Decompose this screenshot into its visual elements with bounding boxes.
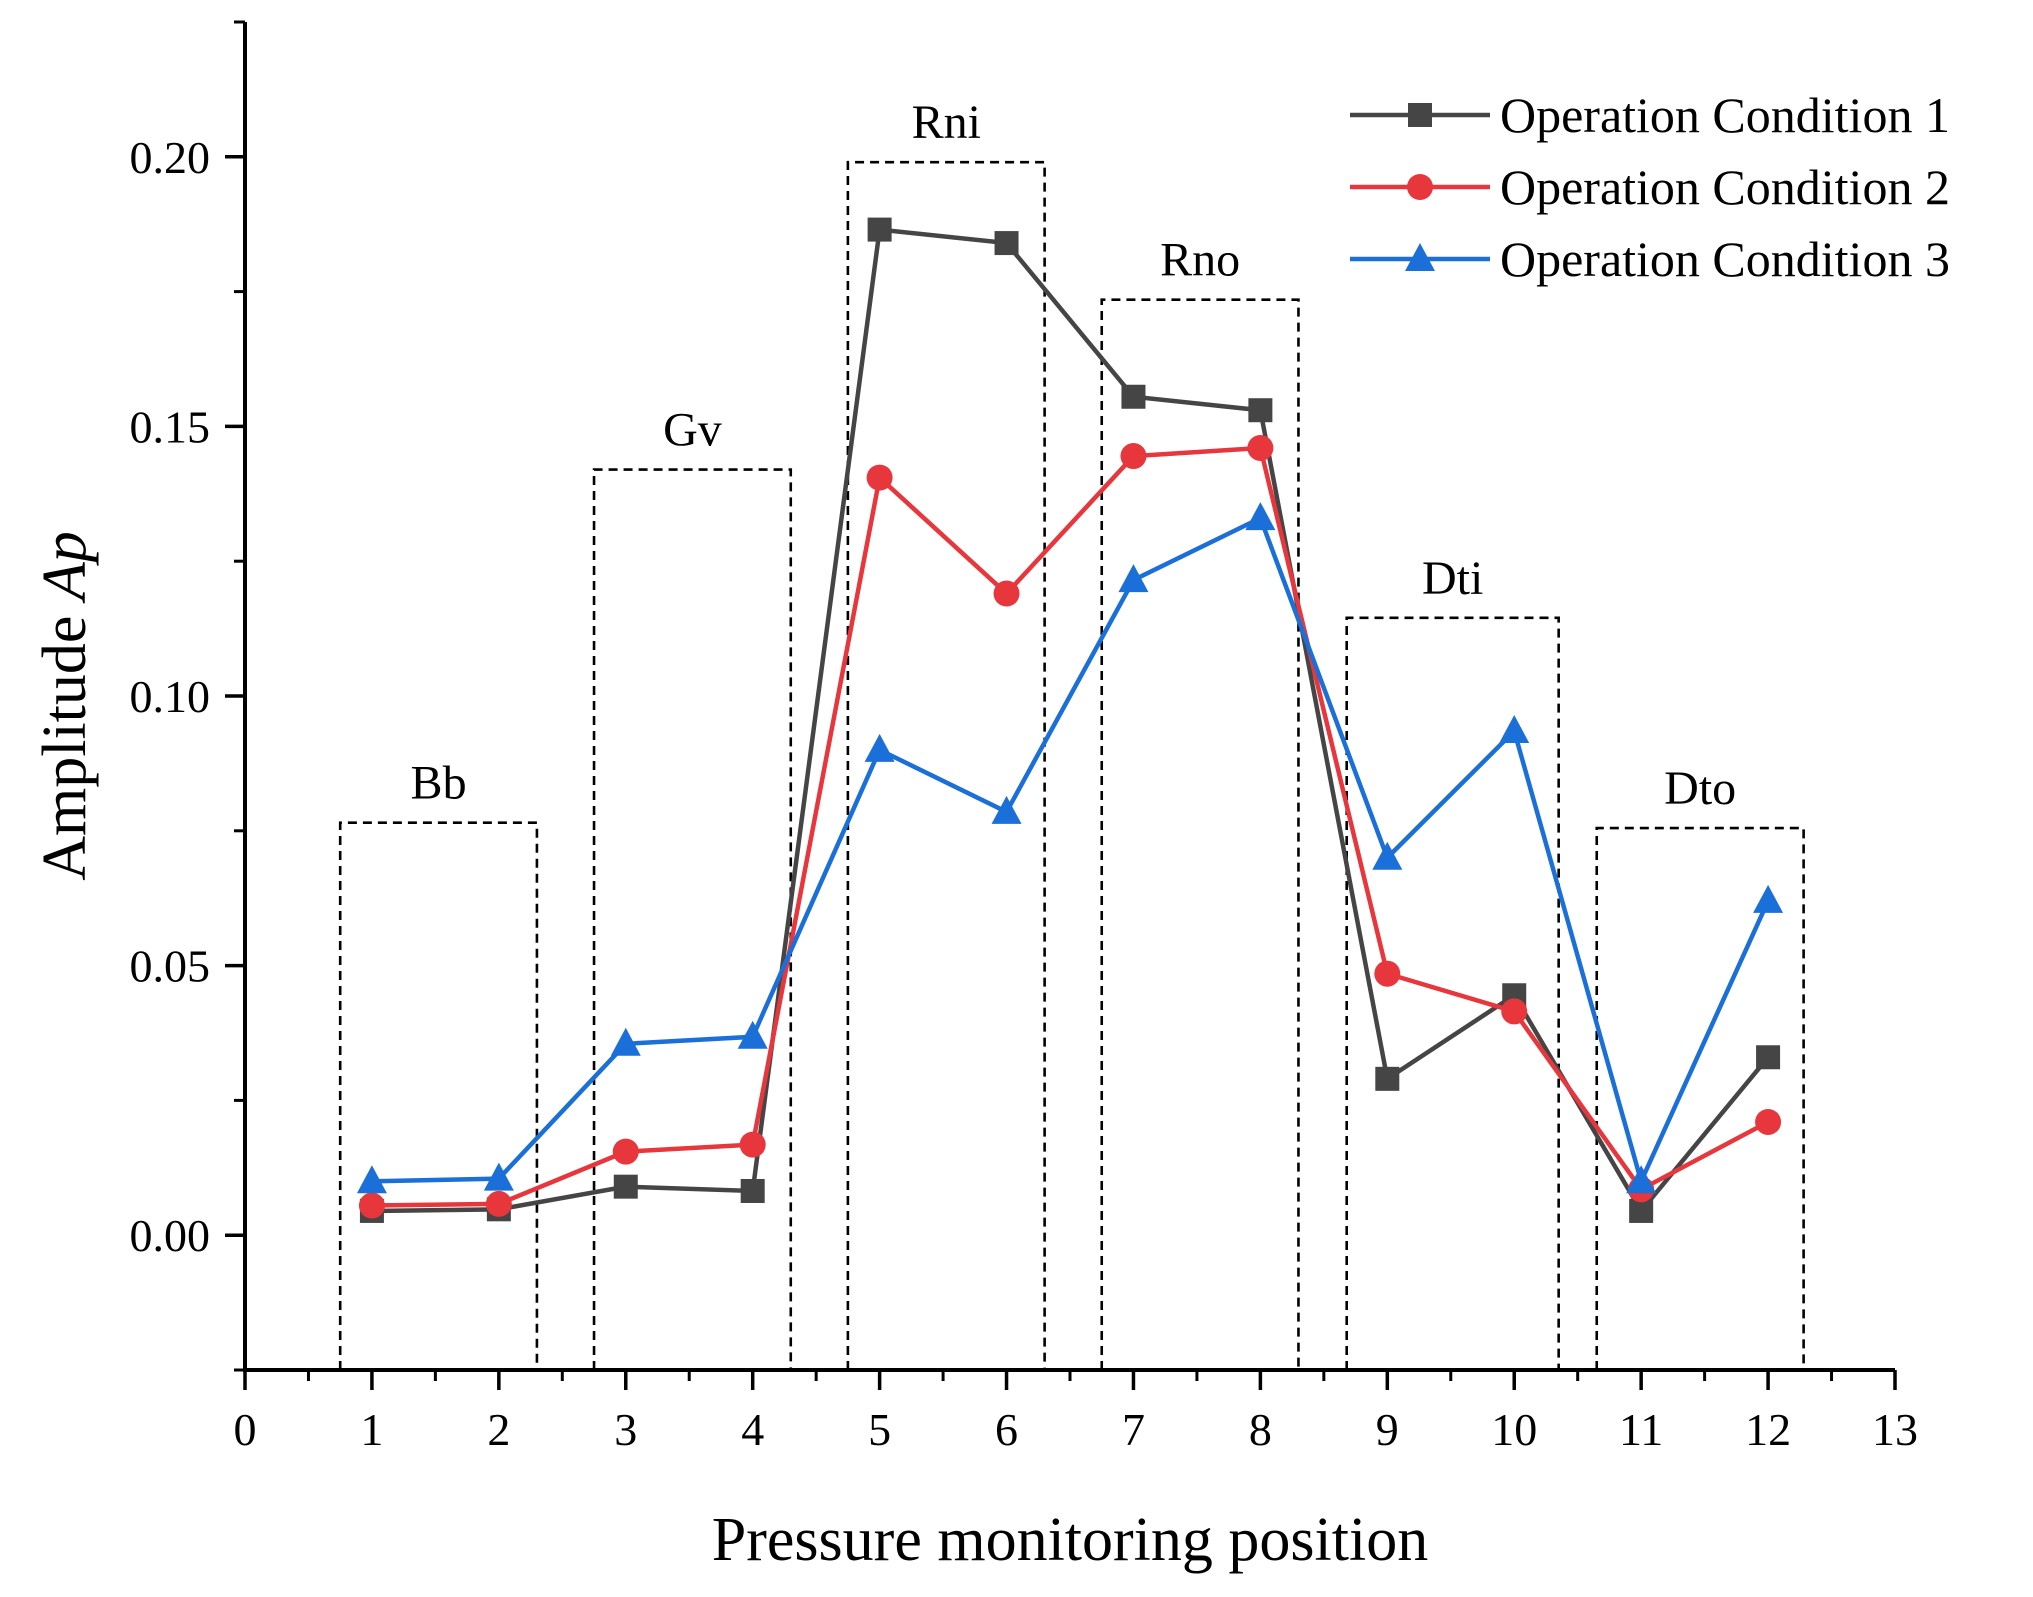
circle-marker: [739, 1131, 766, 1158]
region-box: [1595, 826, 1805, 1370]
triangle-marker: [356, 1165, 387, 1194]
y-tick-label: 0.20: [130, 132, 211, 183]
square-marker: [994, 231, 1019, 256]
x-tick-label: 9: [1376, 1404, 1399, 1455]
square-marker: [1375, 1066, 1400, 1091]
triangle-marker: [1245, 502, 1276, 531]
circle-marker: [358, 1192, 385, 1219]
x-tick-label: 7: [1122, 1404, 1145, 1455]
region-box: [1345, 616, 1560, 1370]
series: [356, 217, 1784, 1223]
region-box-label: Dto: [1664, 762, 1736, 815]
triangle-marker: [1753, 884, 1784, 913]
series-line: [371, 514, 1771, 1188]
x-tick-label: 11: [1619, 1404, 1663, 1455]
circle-marker: [1374, 960, 1401, 987]
ticks: 0 1 2 3 4 5 6 7 8 9 10 11 12 130.000.050.100.150.20: [130, 20, 1918, 1455]
y-tick-label: 0.00: [130, 1210, 211, 1261]
circle-marker: [485, 1190, 512, 1217]
legend-label: Operation Condition 3: [1500, 231, 1950, 287]
region-box-label: Rno: [1160, 234, 1240, 287]
square-marker: [1629, 1198, 1654, 1223]
circle-marker: [1755, 1108, 1782, 1135]
series-3: [356, 502, 1784, 1194]
legend: Operation Condition 1 Operation Condition…: [1350, 87, 1950, 287]
circle-marker: [1407, 174, 1433, 200]
circle-marker: [1120, 443, 1147, 470]
region-box: [846, 160, 1046, 1370]
region-box-label: Gv: [663, 404, 722, 457]
x-tick-label: 8: [1249, 1404, 1272, 1455]
region-box: [338, 821, 539, 1370]
square-marker: [1121, 384, 1146, 409]
triangle-marker: [1626, 1165, 1657, 1194]
y-tick-label: 0.10: [130, 671, 211, 722]
circle-marker: [1501, 998, 1528, 1025]
region-box: [592, 468, 793, 1370]
x-tick-label: 1: [360, 1404, 383, 1455]
x-tick-label: 5: [868, 1404, 891, 1455]
series-1: [359, 217, 1781, 1223]
legend-label: Operation Condition 2: [1500, 159, 1950, 215]
circle-marker: [866, 464, 893, 491]
series-line: [371, 445, 1770, 1208]
y-axis-title-prefix: Amplitude: [31, 600, 99, 881]
circle-marker: [993, 580, 1020, 607]
square-marker: [613, 1174, 638, 1199]
triangle-marker: [483, 1162, 514, 1191]
square-marker: [867, 217, 892, 242]
y-tick-label: 0.15: [130, 401, 211, 452]
triangle-marker: [991, 795, 1022, 824]
region-box-label: Bb: [411, 757, 467, 810]
region-box-label: Dti: [1422, 552, 1483, 605]
series-line: [371, 227, 1770, 1215]
square-marker: [1756, 1045, 1781, 1070]
circle-marker: [612, 1138, 639, 1165]
legend-label: Operation Condition 1: [1500, 87, 1950, 143]
region-box: [1100, 298, 1300, 1370]
square-marker: [1248, 398, 1273, 423]
triangle-marker: [1118, 564, 1149, 593]
legend-item: Operation Condition 3: [1350, 231, 1950, 287]
circle-marker: [1247, 434, 1274, 461]
x-tick-label: 2: [487, 1404, 510, 1455]
x-tick-label: 4: [741, 1404, 764, 1455]
x-tick-label: 3: [614, 1404, 637, 1455]
y-axis-title: Amplitude Ap: [31, 531, 99, 881]
x-tick-label: 12: [1745, 1404, 1791, 1455]
x-tick-label: 13: [1872, 1404, 1918, 1455]
triangle-marker: [864, 733, 895, 762]
x-tick-label: 10: [1491, 1404, 1537, 1455]
square-marker: [1408, 103, 1432, 127]
triangle-marker: [737, 1020, 768, 1049]
annotation-boxes: Bb Gv Rni Rno Dti Dto: [338, 96, 1805, 1370]
region-box-label: Rni: [912, 96, 981, 149]
x-tick-label: 6: [995, 1404, 1018, 1455]
triangle-marker: [1405, 243, 1435, 271]
triangle-marker: [610, 1027, 641, 1056]
square-marker: [740, 1178, 765, 1203]
x-axis-title: Pressure monitoring position: [712, 1506, 1428, 1574]
legend-item: Operation Condition 1: [1350, 87, 1950, 143]
y-axis-title-symbol: Ap: [31, 531, 99, 604]
triangle-marker: [1499, 715, 1530, 744]
x-tick-label: 0: [234, 1404, 257, 1455]
triangle-marker: [1372, 841, 1403, 870]
legend-item: Operation Condition 2: [1350, 159, 1950, 215]
y-tick-label: 0.05: [130, 941, 211, 992]
